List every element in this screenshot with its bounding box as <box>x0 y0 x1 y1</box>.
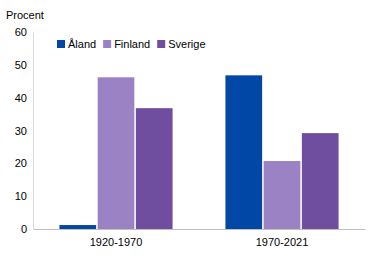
legend-swatch <box>57 40 65 48</box>
x-tick-label: 1920-1970 <box>90 236 143 248</box>
bar <box>136 108 173 229</box>
legend-label: Finland <box>114 38 150 50</box>
legend: Åland Finland Sverige <box>57 38 206 50</box>
y-axis-title: Procent <box>6 9 44 21</box>
x-tick: 1920-1970 <box>90 229 143 248</box>
y-axis: 0 10 20 30 40 50 60 <box>15 26 34 235</box>
legend-item: Finland <box>103 38 150 50</box>
y-tick-label: 50 <box>15 59 27 71</box>
y-tick: 0 <box>21 223 33 235</box>
bar <box>59 225 96 229</box>
chart: 0 10 20 30 40 50 60 1920-1970 1970-2021 Åland Finl… <box>0 0 373 259</box>
legend-swatch <box>157 40 165 48</box>
x-tick-label: 1970-2021 <box>256 236 309 248</box>
bar <box>225 75 262 229</box>
y-tick: 50 <box>15 59 33 71</box>
y-tick: 60 <box>15 26 33 38</box>
y-tick: 30 <box>15 125 33 137</box>
y-tick: 40 <box>15 92 33 104</box>
y-tick-label: 60 <box>15 26 27 38</box>
x-tick: 1970-2021 <box>256 229 309 248</box>
legend-item: Sverige <box>157 38 205 50</box>
bar <box>302 133 339 229</box>
x-axis-line <box>34 229 366 230</box>
legend-label: Åland <box>68 38 96 50</box>
bar <box>98 77 135 229</box>
legend-label: Sverige <box>168 38 205 50</box>
y-tick-label: 0 <box>21 223 27 235</box>
y-tick: 10 <box>15 190 33 202</box>
y-tick-label: 30 <box>15 125 27 137</box>
legend-swatch <box>103 40 111 48</box>
y-tick-label: 20 <box>15 157 27 169</box>
legend-item: Åland <box>57 38 96 50</box>
x-axis: 1920-1970 1970-2021 <box>34 229 366 248</box>
y-tick-label: 10 <box>15 190 27 202</box>
bar <box>264 161 301 229</box>
y-tick-label: 40 <box>15 92 27 104</box>
bars <box>59 75 338 229</box>
plot: 0 10 20 30 40 50 60 1920-1970 1970-2021 Åland Finl… <box>15 26 366 248</box>
y-tick: 20 <box>15 157 33 169</box>
y-axis-line <box>33 33 34 230</box>
